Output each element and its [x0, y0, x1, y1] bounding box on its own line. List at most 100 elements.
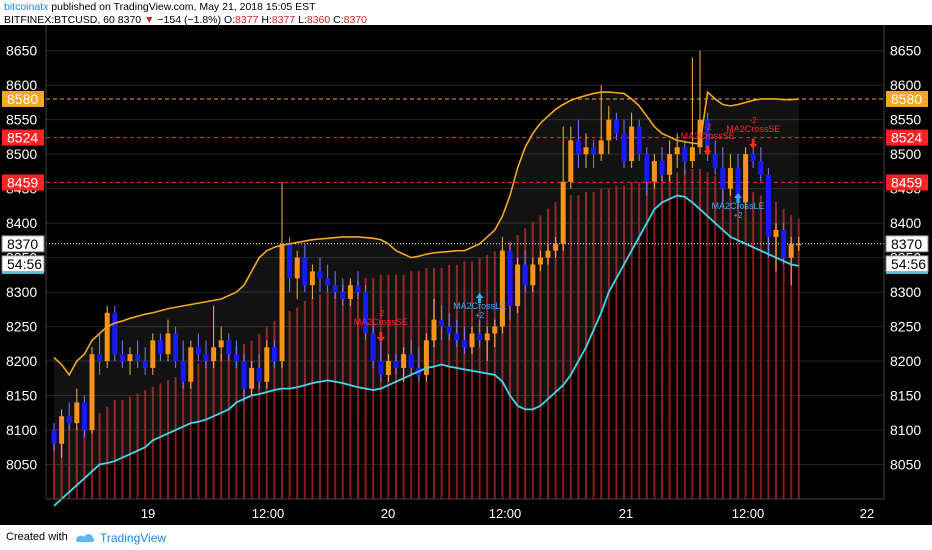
volume-bar: [607, 188, 610, 500]
axes: 8050 8050 8100 8100 8150 8150 8200 8200 8250 8250…: [1, 25, 929, 521]
tradingview-logo-icon[interactable]: [74, 529, 96, 545]
level-label-right: 8580: [891, 91, 922, 107]
candle-body: [249, 367, 255, 389]
candle-body: [173, 333, 179, 362]
volume-bar: [752, 192, 755, 499]
x-tick-label: 21: [619, 506, 633, 521]
level-label-box-right: [885, 235, 929, 253]
ohlc-high-label: H:: [261, 14, 272, 26]
ohlc-close-label: C:: [333, 14, 344, 26]
volume-bar: [174, 376, 177, 499]
candle-body: [51, 430, 57, 444]
candle-body: [629, 126, 635, 162]
volume-bar: [121, 400, 124, 499]
candle-body: [727, 167, 733, 189]
ohlc-high-value: 8377: [271, 14, 296, 26]
ohlc-open-label: O:: [223, 14, 236, 26]
candle-body: [613, 119, 619, 134]
level-label-left: 8524: [7, 130, 38, 146]
volume-bar: [790, 215, 793, 499]
candle-body: [317, 271, 323, 279]
volume-bar: [75, 426, 78, 499]
volume-bars: [53, 169, 800, 500]
level-label-right: 8370: [891, 236, 922, 252]
volume-bar: [691, 169, 694, 499]
footer: Created with TradingView: [0, 525, 932, 550]
candle-body: [74, 402, 80, 424]
candle-body: [773, 230, 779, 237]
y-tick-label-left: 8500: [6, 146, 37, 162]
candle-body: [530, 264, 536, 286]
y-tick-label-left: 8150: [6, 388, 37, 404]
candle-body: [674, 147, 680, 155]
short-entry-arrow-icon: [749, 138, 758, 149]
level-label-left: 8370: [7, 236, 38, 252]
countdown-box-left: [1, 255, 45, 273]
candle-body: [781, 230, 787, 258]
volume-bar: [744, 188, 747, 500]
y-tick-label-left: 8250: [6, 319, 37, 335]
candle-body: [347, 285, 353, 299]
published-text: published on TradingView.com, May 21, 20…: [51, 1, 316, 13]
candle-body: [796, 243, 802, 246]
price-chart[interactable]: -2MA2CrossSEMA2CrossLE+2-2MA2CrossSEMA2C…: [0, 25, 932, 525]
candle-body: [568, 140, 574, 182]
signal-label: MA2CrossLE: [711, 201, 764, 211]
y-tick-label-right: 8400: [890, 215, 921, 231]
long-entry-arrow-icon: [475, 292, 484, 303]
band-cloud-fill: [54, 92, 799, 506]
countdown-box-right: [885, 255, 929, 273]
candle-body: [119, 354, 125, 362]
volume-bar: [554, 202, 557, 499]
price-change: −154 (−1.8%): [157, 14, 222, 26]
ohlc-low-value: 8360: [306, 14, 331, 26]
candle-body: [469, 333, 475, 348]
level-label-box-left: [1, 235, 45, 253]
candle-body: [97, 354, 103, 362]
candle-body: [256, 367, 262, 382]
level-label-right: 8524: [891, 130, 922, 146]
volume-bar: [759, 195, 762, 499]
candle-body: [180, 361, 186, 382]
candle-body: [553, 243, 559, 251]
volume-bar: [630, 182, 633, 499]
volume-bar: [433, 268, 435, 499]
tradingview-brand[interactable]: TradingView: [100, 531, 167, 545]
signal-label: MA2CrossSE: [726, 124, 780, 134]
candle-body: [325, 278, 331, 286]
countdown-label-right: 54:56: [891, 256, 926, 272]
level-label-box-right: [886, 90, 928, 107]
x-tick-label: 19: [141, 506, 155, 521]
symbol-label: BITFINEX:BTCUSD, 60: [4, 14, 115, 26]
candle-body: [104, 312, 110, 362]
candle-body: [705, 119, 711, 155]
last-price: 8370: [117, 14, 142, 26]
volume-bar: [547, 208, 549, 499]
lower-band-line: [53, 194, 799, 507]
candle-body: [81, 402, 87, 431]
candle-body: [302, 257, 308, 286]
candle-body: [499, 250, 505, 327]
volume-bar: [668, 175, 671, 499]
volume-bar: [303, 301, 306, 499]
candle-body: [423, 340, 429, 375]
author-link[interactable]: bitcoinatx: [4, 1, 49, 13]
volume-bar: [463, 261, 466, 499]
volume-bar: [349, 281, 352, 499]
candle-body: [241, 361, 247, 389]
x-tick-label: 22: [860, 506, 874, 521]
volume-bar: [387, 274, 390, 499]
candle-body: [758, 161, 764, 175]
volume-bar: [721, 178, 724, 499]
candle-body: [667, 154, 673, 175]
y-tick-label-right: 8200: [890, 353, 921, 369]
candle-body: [560, 181, 566, 244]
candle-body: [682, 147, 688, 162]
volume-bar: [410, 271, 413, 499]
candle-body: [264, 347, 270, 382]
candle-body: [591, 147, 597, 155]
y-tick-label-right: 8500: [890, 146, 921, 162]
volume-bar: [539, 215, 542, 499]
candle-body: [203, 354, 209, 362]
candle-body: [233, 354, 239, 362]
